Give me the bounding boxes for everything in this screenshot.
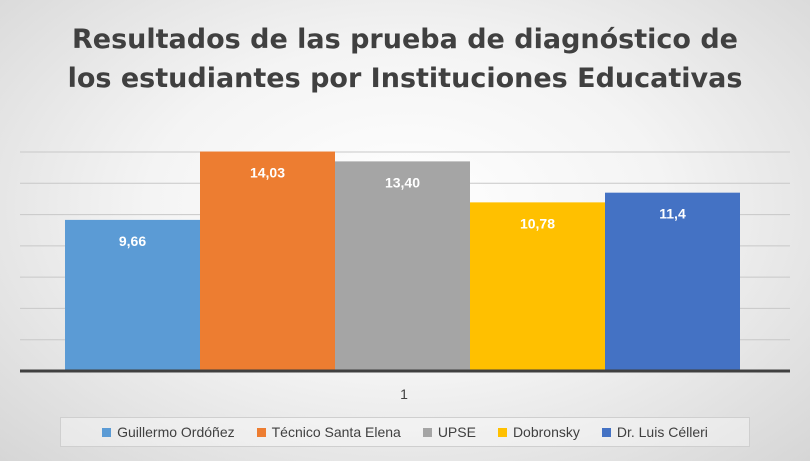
bar-1 xyxy=(65,219,200,371)
legend-item-1: Guillermo Ordóñez xyxy=(102,424,235,440)
legend-item-4: Dobronsky xyxy=(497,424,580,440)
legend-label: UPSE xyxy=(437,424,476,440)
legend-label: Guillermo Ordóñez xyxy=(117,424,235,440)
bar-3 xyxy=(335,161,470,371)
x-tick-label: 1 xyxy=(400,386,408,402)
x-tick-labels: 1 xyxy=(400,386,408,402)
legend-item-5: Dr. Luis Célleri xyxy=(601,424,708,440)
legend: Guillermo Ordóñez Técnico Santa Elena UPSE… xyxy=(60,417,750,447)
legend-label: Técnico Santa Elena xyxy=(271,424,401,440)
legend-swatch xyxy=(256,427,266,437)
bar-4 xyxy=(470,202,605,371)
legend-label: Dobronsky xyxy=(512,424,580,440)
legend-swatch xyxy=(102,427,112,437)
data-label-1: 9,66 xyxy=(119,233,146,249)
legend-item-3: UPSE xyxy=(422,424,476,440)
data-label-5: 11,4 xyxy=(659,206,686,222)
legend-swatch xyxy=(497,427,507,437)
bar-5 xyxy=(605,192,740,371)
legend-swatch xyxy=(422,427,432,437)
chart-title: Resultados de las prueba de diagnóstico … xyxy=(67,24,743,94)
legend-swatch xyxy=(601,427,611,437)
bars: 9,66 14,03 13,40 10,78 11,4 xyxy=(65,151,740,371)
legend-item-2: Técnico Santa Elena xyxy=(256,424,401,440)
legend-label: Dr. Luis Célleri xyxy=(616,424,708,440)
bar-2 xyxy=(200,151,335,371)
data-label-2: 14,03 xyxy=(250,165,285,181)
data-label-4: 10,78 xyxy=(520,215,555,231)
data-label-3: 13,40 xyxy=(385,174,420,190)
